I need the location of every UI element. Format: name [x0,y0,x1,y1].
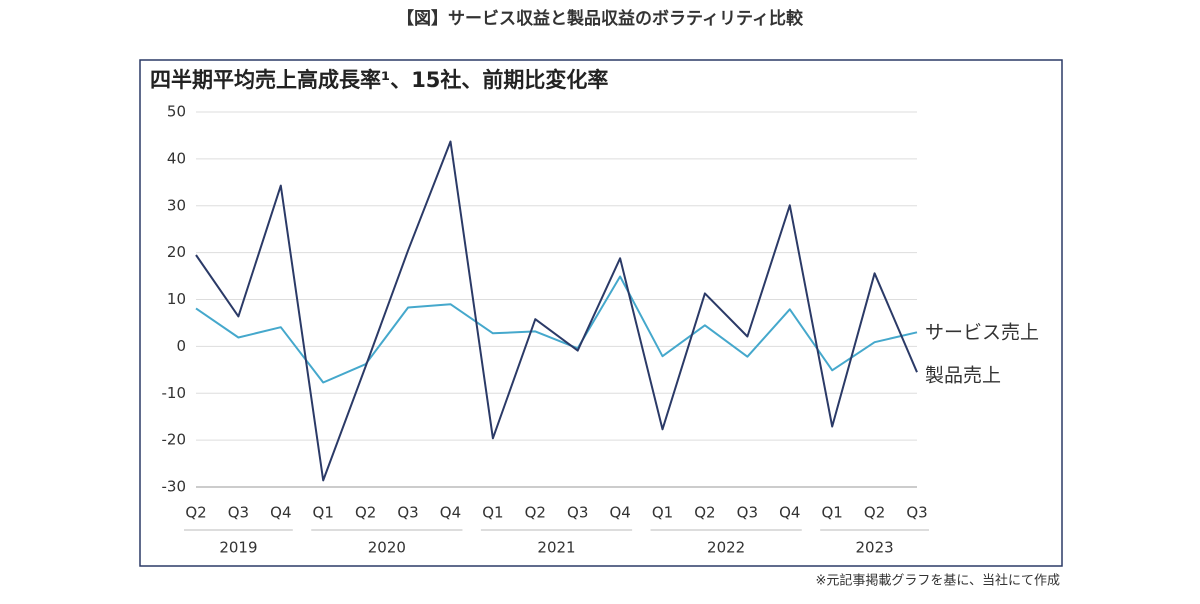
x-group-label: 2021 [537,539,575,557]
chart-title: 四半期平均売上高成長率¹、15社、前期比変化率 [150,68,608,92]
series-line [195,140,918,482]
y-tick-label: 0 [176,337,186,355]
y-tick-label: 10 [167,290,186,308]
legend-label: 製品売上 [925,365,1001,387]
y-tick-label: -30 [162,478,187,496]
x-tick-label: Q1 [482,504,503,522]
x-group-label: 2022 [707,539,745,557]
x-tick-label: Q3 [397,504,418,522]
page-title: 【図】サービス収益と製品収益のボラティリティ比較 [397,8,804,29]
x-tick-label: Q1 [652,504,673,522]
x-tick-label: Q2 [185,504,206,522]
chart-frame [139,59,1063,567]
series-line [195,275,918,384]
x-tick-label: Q3 [228,504,249,522]
x-tick-label: Q2 [355,504,376,522]
x-tick-label: Q4 [270,504,291,522]
x-tick-label: Q4 [440,504,461,522]
y-tick-label: -20 [162,431,187,449]
legend-label: サービス売上 [925,322,1039,344]
x-tick-label: Q3 [737,504,758,522]
x-tick-label: Q1 [313,504,334,522]
x-group-label: 2020 [368,539,406,557]
y-tick-label: 40 [167,149,186,167]
y-tick-label: 50 [167,103,186,121]
x-tick-label: Q4 [609,504,630,522]
x-tick-label: Q3 [906,504,927,522]
x-group-label: 2023 [855,539,893,557]
y-tick-label: -10 [162,384,187,402]
x-tick-label: Q2 [694,504,715,522]
footer-note: ※元記事掲載グラフを基に、当社にて作成 [815,573,1060,589]
y-tick-label: 20 [167,243,186,261]
x-tick-label: Q1 [821,504,842,522]
x-tick-label: Q2 [525,504,546,522]
y-tick-label: 30 [167,196,186,214]
x-group-label: 2019 [219,539,257,557]
x-tick-label: Q4 [779,504,800,522]
x-tick-label: Q3 [567,504,588,522]
x-tick-label: Q2 [864,504,885,522]
